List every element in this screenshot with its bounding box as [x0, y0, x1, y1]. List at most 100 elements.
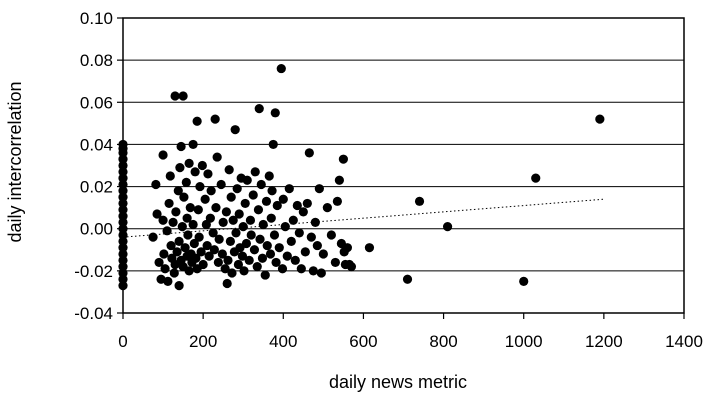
data-point	[181, 177, 191, 187]
data-point	[209, 245, 219, 255]
data-point	[402, 274, 413, 284]
plot-area-frame	[122, 17, 685, 314]
data-point	[180, 243, 190, 253]
data-point	[334, 175, 344, 185]
data-point	[364, 243, 375, 253]
data-point	[250, 167, 260, 177]
data-points	[118, 63, 605, 291]
data-point	[246, 230, 256, 240]
data-point	[316, 268, 326, 278]
data-point	[218, 217, 228, 227]
data-point	[158, 215, 168, 225]
data-point	[255, 234, 265, 244]
data-point	[242, 175, 252, 185]
data-point	[159, 249, 169, 259]
data-point	[258, 219, 268, 230]
data-point	[290, 255, 300, 265]
data-point	[228, 215, 238, 225]
data-point	[174, 236, 184, 246]
data-point	[342, 243, 352, 253]
data-point	[198, 259, 208, 270]
data-point	[286, 236, 296, 246]
x-tick-label: 400	[269, 332, 297, 351]
data-point	[230, 125, 240, 135]
data-point	[151, 179, 161, 190]
data-point	[213, 257, 223, 268]
data-point	[312, 240, 322, 251]
data-point	[314, 184, 324, 194]
data-point	[200, 194, 210, 204]
data-point	[239, 266, 249, 276]
data-point	[276, 63, 286, 74]
data-point	[168, 217, 178, 227]
data-point	[277, 264, 288, 274]
data-point	[169, 268, 179, 278]
data-point	[162, 226, 172, 236]
data-point	[330, 257, 340, 268]
gridlines	[123, 17, 684, 314]
data-point	[346, 262, 357, 272]
data-point	[237, 251, 248, 261]
data-point	[234, 209, 244, 219]
x-tick-label: 800	[429, 332, 457, 351]
trendline	[122, 198, 604, 238]
data-point	[185, 203, 195, 213]
data-point	[165, 171, 175, 181]
y-tick-label: 0.00	[80, 220, 113, 239]
data-point	[304, 148, 314, 158]
x-axis-title: daily news metric	[329, 372, 467, 392]
data-point	[222, 278, 232, 289]
y-tick-label: -0.04	[74, 304, 113, 323]
data-point	[203, 169, 213, 179]
y-tick-label: 0.10	[80, 9, 113, 28]
data-point	[233, 259, 244, 270]
data-point	[326, 230, 336, 240]
data-point	[217, 249, 227, 259]
data-point	[202, 240, 212, 251]
data-point	[208, 228, 218, 238]
data-point	[184, 158, 194, 168]
data-point	[174, 281, 184, 291]
data-point	[232, 184, 242, 194]
data-point	[519, 276, 529, 286]
data-point	[182, 213, 192, 223]
data-point	[163, 276, 173, 286]
y-tick-label: -0.02	[74, 262, 113, 281]
y-tick-label: 0.08	[80, 51, 113, 70]
x-tick-label: 1000	[505, 332, 543, 351]
data-point	[414, 196, 425, 206]
data-point	[172, 247, 182, 257]
data-point	[266, 213, 276, 223]
data-point	[190, 167, 200, 177]
y-axis-title: daily intercorrelation	[5, 81, 25, 242]
data-point	[188, 219, 198, 230]
data-point	[175, 163, 185, 173]
data-point	[214, 234, 224, 244]
x-tick-label: 1200	[585, 332, 623, 351]
data-point	[338, 154, 348, 164]
y-axis-ticks: -0.04 -0.02 0.00 0.02 0.04 0.06 0.08 0.10	[74, 9, 123, 323]
data-point	[256, 179, 266, 190]
data-point	[245, 215, 256, 225]
data-point	[194, 232, 204, 242]
data-point	[269, 230, 280, 240]
data-point	[231, 228, 241, 238]
data-point	[318, 249, 328, 259]
data-point	[173, 186, 183, 196]
y-tick-label: 0.02	[80, 178, 113, 197]
data-point	[166, 240, 176, 251]
data-point	[531, 173, 541, 183]
data-point	[204, 251, 214, 261]
data-point	[278, 194, 288, 204]
data-point	[191, 253, 201, 263]
data-point	[160, 264, 170, 274]
data-point	[188, 139, 198, 150]
data-point	[280, 222, 290, 232]
data-point	[148, 232, 158, 242]
data-point	[240, 198, 250, 209]
data-point	[193, 205, 203, 215]
data-point	[210, 114, 220, 124]
data-point	[248, 190, 258, 200]
data-point	[183, 230, 193, 240]
